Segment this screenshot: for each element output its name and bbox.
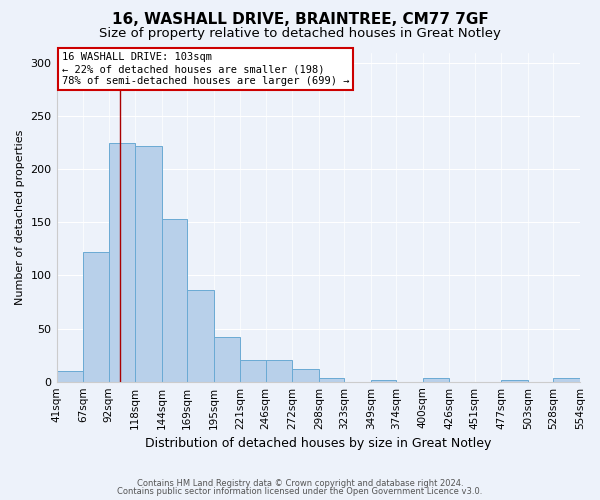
Bar — [553, 378, 580, 382]
Bar — [266, 360, 292, 382]
Bar — [292, 369, 319, 382]
Bar — [109, 143, 135, 382]
Bar — [240, 360, 266, 382]
X-axis label: Distribution of detached houses by size in Great Notley: Distribution of detached houses by size … — [145, 437, 491, 450]
Bar — [187, 290, 214, 382]
Bar — [502, 380, 528, 382]
Bar — [423, 378, 449, 382]
Text: Contains public sector information licensed under the Open Government Licence v3: Contains public sector information licen… — [118, 487, 482, 496]
Text: Contains HM Land Registry data © Crown copyright and database right 2024.: Contains HM Land Registry data © Crown c… — [137, 478, 463, 488]
Bar — [371, 380, 397, 382]
Text: 16, WASHALL DRIVE, BRAINTREE, CM77 7GF: 16, WASHALL DRIVE, BRAINTREE, CM77 7GF — [112, 12, 488, 28]
Bar — [161, 219, 187, 382]
Y-axis label: Number of detached properties: Number of detached properties — [15, 130, 25, 305]
Text: Size of property relative to detached houses in Great Notley: Size of property relative to detached ho… — [99, 28, 501, 40]
Bar — [135, 146, 161, 382]
Bar — [83, 252, 109, 382]
Bar — [214, 337, 240, 382]
Bar — [56, 371, 83, 382]
Text: 16 WASHALL DRIVE: 103sqm
← 22% of detached houses are smaller (198)
78% of semi-: 16 WASHALL DRIVE: 103sqm ← 22% of detach… — [62, 52, 349, 86]
Bar — [319, 378, 344, 382]
